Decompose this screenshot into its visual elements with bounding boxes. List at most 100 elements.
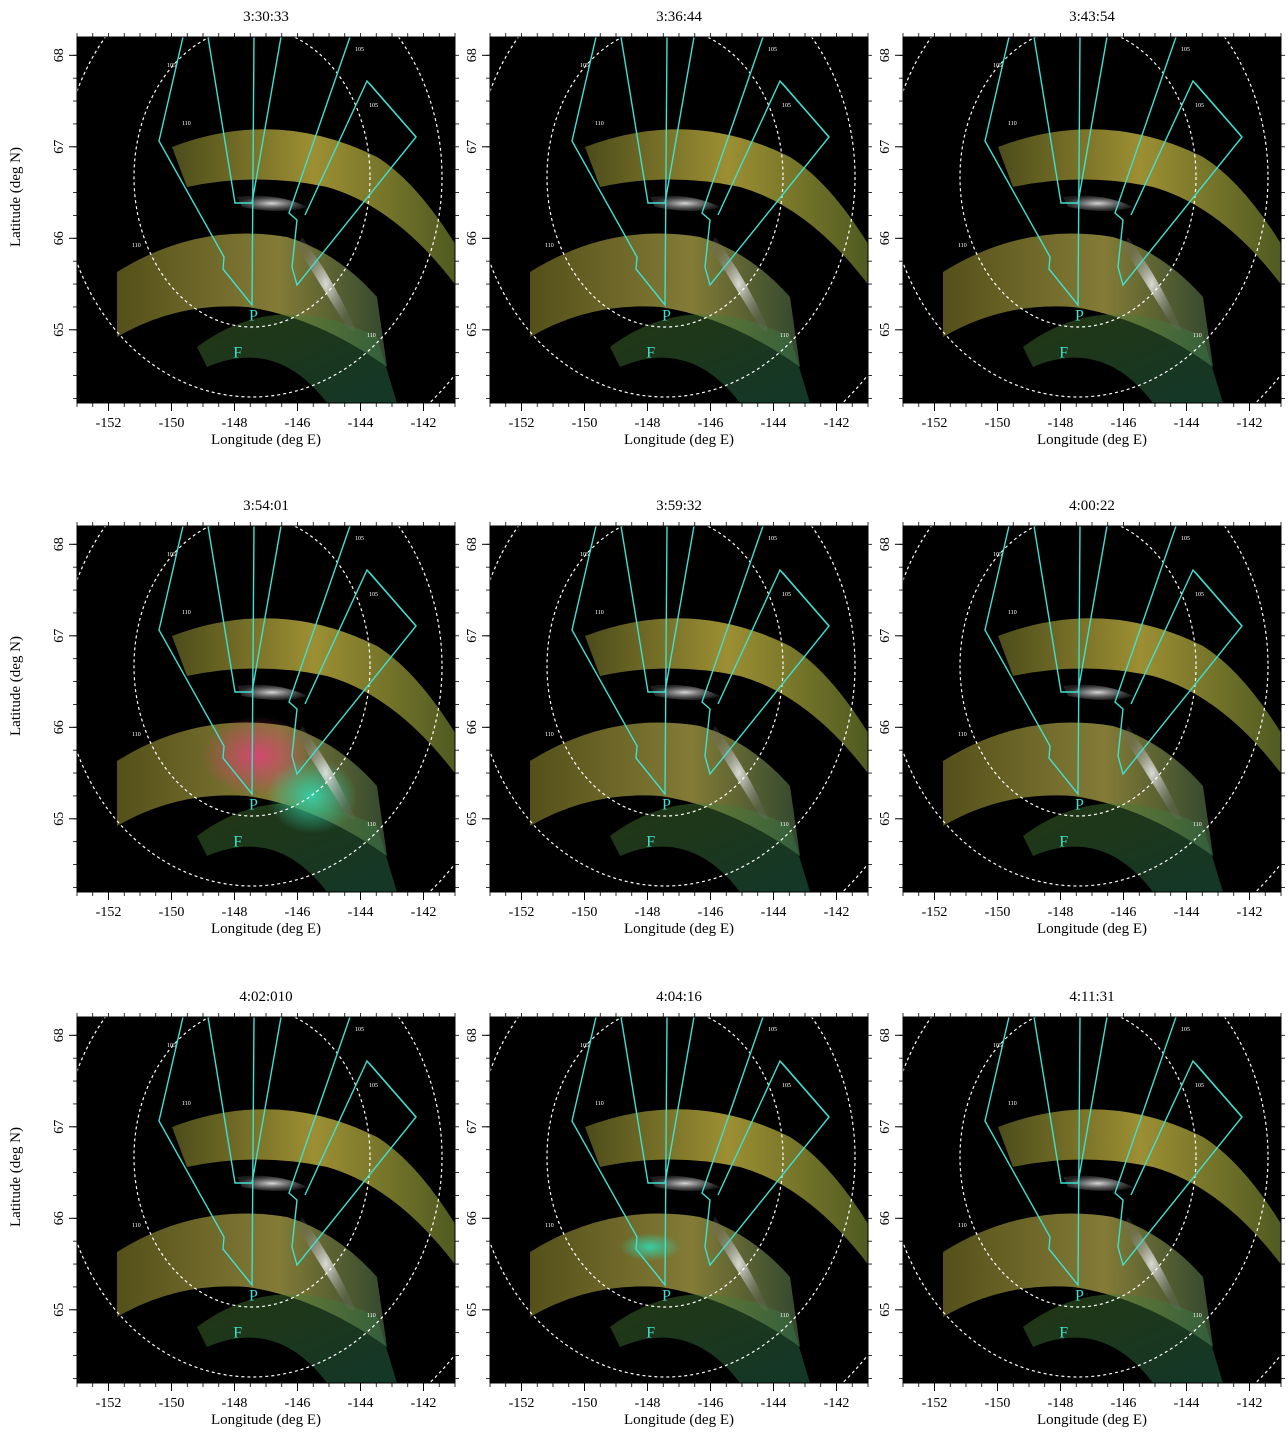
contour-label: 105 [768,536,777,542]
contour-label: 110 [1008,610,1017,616]
beam-outline [158,1017,255,1287]
y-axis-label: Latitude (deg N) [8,1127,24,1227]
altitude-contour [490,37,856,398]
x-tick-label: -152 [96,905,122,920]
contour-label: 110 [958,243,967,249]
y-tick-label: 67 [465,1120,480,1134]
contour-label: 110 [595,610,604,616]
plot-area: 105 110 110 110 105 105 P F [490,1017,868,1383]
x-axis-label: Longitude (deg E) [211,921,321,937]
emission-arc-upper [585,1109,868,1265]
y-tick-label: 67 [52,140,67,154]
y-tick-label: 65 [878,812,893,826]
y-axis-label: Latitude (deg N) [8,147,24,247]
y-tick-label: 66 [52,720,67,734]
beam-outline [620,526,695,693]
x-tick-label: -152 [922,1396,948,1411]
panel: 3:36:44 105 110 110 110 105 105 P F -152 -150 -148 -… [465,9,872,448]
radar-echo [710,1217,768,1311]
beam-outline [207,1017,282,1184]
x-tick-label: -146 [1111,905,1137,920]
station-marker-f: F [233,833,242,850]
contour-label: 105 [1181,1027,1190,1033]
contour-label: 110 [595,121,604,127]
altitude-contour [903,526,1269,887]
x-axis-label: Longitude (deg E) [211,432,321,448]
altitude-contour [546,1017,784,1308]
x-tick-label: -146 [1111,416,1137,431]
altitude-contour [959,1017,1197,1308]
beam-outline [781,571,830,627]
x-tick-label: -148 [222,1396,248,1411]
x-tick-label: -146 [285,1396,311,1411]
radar-echo [297,726,355,820]
beam-outline [984,37,1081,307]
beam-outline [207,37,282,204]
emission-arc-green [1023,314,1223,403]
radar-echo [650,684,720,700]
y-tick-label: 68 [465,1028,480,1042]
contour-label: 105 [369,1083,378,1089]
x-tick-label: -148 [1048,1396,1074,1411]
contour-label: 110 [958,732,967,738]
contour-label: 110 [367,333,376,339]
panel: 4:02:010 105 110 110 110 105 105 P F -152 -150 -148… [52,989,459,1428]
y-tick-label: 65 [878,323,893,337]
contour-label: 105 [782,1083,791,1089]
x-axis-label: Longitude (deg E) [1037,1412,1147,1428]
contour-label: 110 [1193,822,1202,828]
panel-title: 3:54:01 [243,498,289,514]
emission-arc-green [610,1294,810,1383]
contour-label: 110 [367,1313,376,1319]
y-tick-label: 66 [465,231,480,245]
contour-label: 105 [355,1027,364,1033]
contour-label: 110 [545,243,554,249]
x-tick-label: -150 [572,905,598,920]
altitude-contour [959,526,1197,817]
x-tick-label: -142 [824,416,850,431]
contour-label: 110 [1193,1313,1202,1319]
x-tick-label: -144 [761,416,787,431]
contour-label: 105 [580,552,589,558]
altitude-contour [903,37,1269,398]
emission-arc-green [610,803,810,892]
contour-label: 105 [782,103,791,109]
plot-area: 105 110 110 110 105 105 P F [77,526,455,892]
x-tick-label: -150 [159,905,185,920]
x-tick-label: -144 [348,416,374,431]
beam-outline [781,1062,830,1118]
y-tick-label: 66 [465,1211,480,1225]
x-tick-label: -150 [985,1396,1011,1411]
station-marker-f: F [233,1324,242,1341]
panel-title: 4:00:22 [1069,498,1115,514]
emission-arc-green [1023,803,1223,892]
contour-label: 105 [993,63,1002,69]
plot-area: 105 110 110 110 105 105 P F [903,37,1281,403]
y-tick-label: 68 [52,48,67,62]
beam-outline [368,82,417,138]
radar-echo [1063,195,1133,211]
x-tick-label: -144 [1174,1396,1200,1411]
x-tick-label: -146 [698,416,724,431]
contour-label: 105 [355,536,364,542]
contour-label: 110 [780,1313,789,1319]
beam-outline [1033,526,1108,693]
x-tick-label: -142 [1237,905,1263,920]
emission-arc-green [610,314,810,403]
plot-area: 105 110 110 110 105 105 P F [77,37,455,403]
beam-outline [1194,1062,1243,1118]
y-tick-label: 68 [52,537,67,551]
radar-echo [237,684,307,700]
y-tick-label: 67 [465,629,480,643]
y-tick-label: 67 [52,1120,67,1134]
radar-echo [650,195,720,211]
x-axis-label: Longitude (deg E) [624,921,734,937]
radar-echo [1063,1175,1133,1191]
y-axis-label: Latitude (deg N) [8,636,24,736]
beam-outline [207,526,282,693]
emission-arc-green [197,1294,397,1383]
contour-label: 110 [182,121,191,127]
beam-outline [1194,571,1243,627]
station-marker-p: P [1075,308,1084,325]
